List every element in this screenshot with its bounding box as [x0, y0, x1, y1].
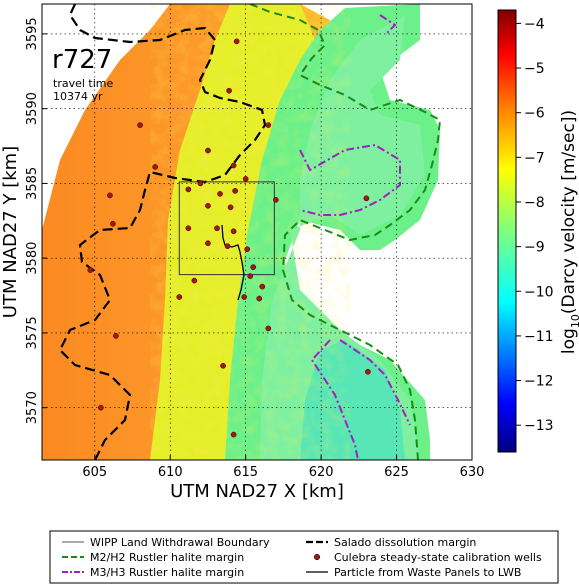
colorbar-tick-label: −8 — [524, 195, 545, 211]
calibration-well-marker — [230, 162, 237, 169]
travel-time-label: travel time — [53, 77, 113, 90]
wipp-land-withdrawal-boundary — [178, 181, 275, 276]
legend: WIPP Land Withdrawal Boundary M2/H2 Rust… — [49, 530, 559, 584]
legend-label-m3h3: M3/H3 Rustler halite margin — [90, 566, 244, 579]
calibration-well-marker — [220, 362, 226, 369]
calibration-well-marker — [205, 202, 211, 209]
calibration-well-marker — [191, 277, 198, 284]
calibration-well-marker — [152, 164, 159, 170]
calibration-well-marker — [97, 404, 104, 411]
plot-frame — [41, 3, 473, 461]
colorbar-tick-label: −7 — [524, 150, 545, 166]
colorbar-ticks: −4 −5 −6 −7 −8 −9 −10 −11 −12 −13 — [516, 16, 554, 434]
calibration-well-marker — [250, 264, 257, 270]
x-tick-label: 605 — [82, 465, 107, 480]
legend-label-salado: Salado dissolution margin — [334, 536, 476, 549]
x-tick-label: 615 — [233, 465, 258, 480]
x-tick-label: 610 — [158, 465, 183, 480]
calibration-wells — [87, 38, 371, 438]
x-axis-ticks: 605 610 615 620 625 630 — [82, 455, 484, 480]
calibration-well-marker — [197, 180, 204, 187]
y-tick-label: 3595 — [25, 17, 40, 50]
calibration-well-marker — [259, 283, 266, 290]
colorbar-tick-label: −13 — [524, 418, 554, 434]
calibration-well-marker — [185, 186, 192, 193]
y-tick-label: 3580 — [25, 242, 40, 275]
calibration-well-marker — [265, 122, 272, 128]
colorbar-tick-label: −9 — [524, 240, 545, 256]
calibration-well-marker — [363, 195, 370, 202]
colorbar-label: log10(Darcy velocity [m/sec]) — [559, 110, 579, 354]
legend-label-particle: Particle from Waste Panels to LWB — [334, 566, 521, 579]
calibration-well-marker — [265, 325, 272, 332]
colorbar-tick-label: −11 — [524, 329, 554, 345]
colorbar-tick-label: −4 — [524, 16, 545, 32]
calibration-well-marker — [226, 87, 232, 94]
calibration-well-marker — [87, 267, 94, 273]
y-axis-ticks: 3570 3575 3580 3585 3590 3595 — [25, 17, 47, 424]
colorbar-gradient — [497, 9, 517, 453]
legend-label-wells: Culebra steady-state calibration wells — [334, 551, 542, 564]
calibration-well-marker — [217, 191, 223, 197]
y-axis-label: UTM NAD27 Y [km] — [0, 146, 21, 318]
calibration-well-marker — [110, 220, 116, 227]
calibration-well-marker — [273, 197, 279, 203]
calibration-well-marker — [365, 368, 371, 375]
calibration-well-marker — [247, 273, 254, 279]
calibration-well-marker — [256, 295, 263, 302]
colorbar: −4 −5 −6 −7 −8 −9 −10 −11 −12 −13 log10(Darcy vel… — [497, 9, 579, 453]
calibration-well-marker — [232, 188, 238, 194]
colorbar-tick-label: −10 — [524, 284, 554, 300]
calibration-well-marker — [185, 225, 192, 232]
y-tick-label: 3575 — [25, 316, 40, 349]
calibration-well-marker — [241, 294, 248, 300]
x-axis-label: UTM NAD27 X [km] — [170, 481, 344, 502]
calibration-well-marker — [230, 228, 237, 235]
legend-label-m2h2: M2/H2 Rustler halite margin — [90, 551, 244, 564]
legend-box — [49, 530, 559, 584]
colorbar-tick-label: −12 — [524, 374, 554, 390]
calibration-well-marker — [137, 122, 143, 128]
colorbar-tick-label: −6 — [524, 106, 545, 122]
calibration-well-marker — [224, 243, 231, 250]
legend-label-wipp: WIPP Land Withdrawal Boundary — [90, 536, 270, 549]
colorbar-tick-label: −5 — [524, 61, 545, 77]
m3-h3-halite-margin — [299, 14, 411, 460]
y-tick-label: 3570 — [25, 391, 40, 424]
calibration-well-marker — [107, 192, 113, 199]
calibration-well-marker — [244, 246, 251, 253]
calibration-well-marker — [233, 38, 240, 45]
legend-swatch-wells — [313, 553, 321, 561]
calibration-well-marker — [176, 294, 183, 300]
calibration-well-marker — [205, 147, 211, 154]
m2-h2-halite-margin — [249, 4, 442, 460]
map-plot-area — [42, 4, 472, 460]
x-tick-label: 630 — [460, 465, 485, 480]
calibration-well-marker — [205, 240, 211, 247]
run-id-label: r727 — [52, 45, 112, 75]
y-tick-label: 3590 — [25, 92, 40, 125]
calibration-well-marker — [230, 431, 237, 438]
calibration-well-marker — [242, 176, 249, 182]
calibration-well-marker — [113, 333, 119, 339]
calibration-well-marker — [227, 204, 234, 211]
y-tick-label: 3585 — [25, 167, 40, 200]
x-tick-label: 625 — [384, 465, 409, 480]
particle-path — [221, 224, 245, 301]
calibration-well-marker — [214, 225, 220, 232]
x-tick-label: 620 — [309, 465, 334, 480]
travel-time-value: 10374 yr — [53, 90, 103, 103]
